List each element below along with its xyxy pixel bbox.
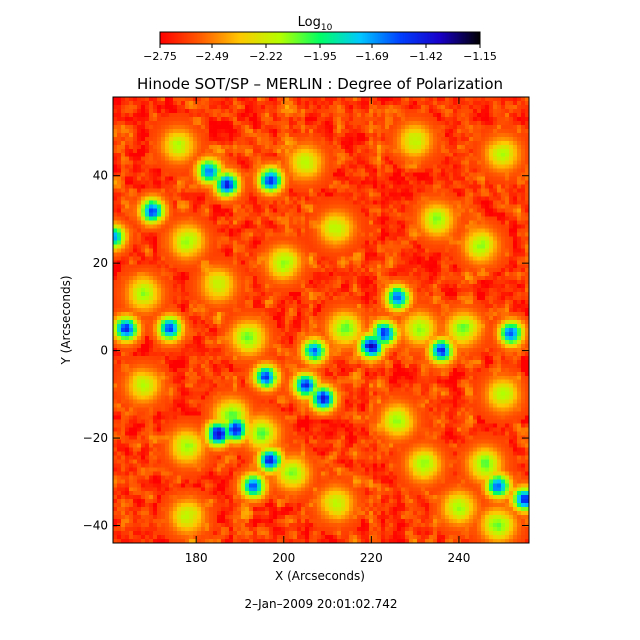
y-tick-label: 40 (93, 169, 108, 183)
colorbar: Log10 −2.75 −2.49 −2.22 −1.95 −1.69 −1.42 −1.1… (143, 15, 497, 63)
colorbar-tick-label: −1.69 (355, 50, 389, 63)
colorbar-title: Log10 (298, 15, 333, 33)
x-tick-label: 220 (360, 551, 383, 565)
colorbar-bar (159, 31, 481, 45)
x-tick-label: 200 (272, 551, 295, 565)
colorbar-tick-label: −2.49 (195, 50, 229, 63)
colorbar-tick-label: −1.95 (303, 50, 337, 63)
plot-area: 180 200 220 240 −40 −20 0 20 40 (83, 96, 530, 565)
x-tick-label: 180 (185, 551, 208, 565)
colorbar-tick-label: −1.15 (463, 50, 497, 63)
colorbar-tick-label: −2.75 (143, 50, 177, 63)
plot-frame (112, 96, 530, 544)
colorbar-tick-label: −1.42 (409, 50, 443, 63)
y-axis-label: Y (Arcseconds) (59, 275, 73, 365)
x-tick-label: 240 (447, 551, 470, 565)
y-tick-label: 0 (100, 344, 108, 358)
y-tick-label: 20 (93, 256, 108, 270)
polarization-map (113, 97, 529, 543)
x-axis-label: X (Arcseconds) (275, 569, 365, 583)
colorbar-tick-label: −2.22 (249, 50, 283, 63)
y-tick-label: −40 (83, 519, 108, 533)
timestamp: 2–Jan–2009 20:01:02.742 (244, 597, 397, 611)
chart-title: Hinode SOT/SP – MERLIN : Degree of Polar… (137, 75, 503, 93)
y-tick-label: −20 (83, 431, 108, 445)
